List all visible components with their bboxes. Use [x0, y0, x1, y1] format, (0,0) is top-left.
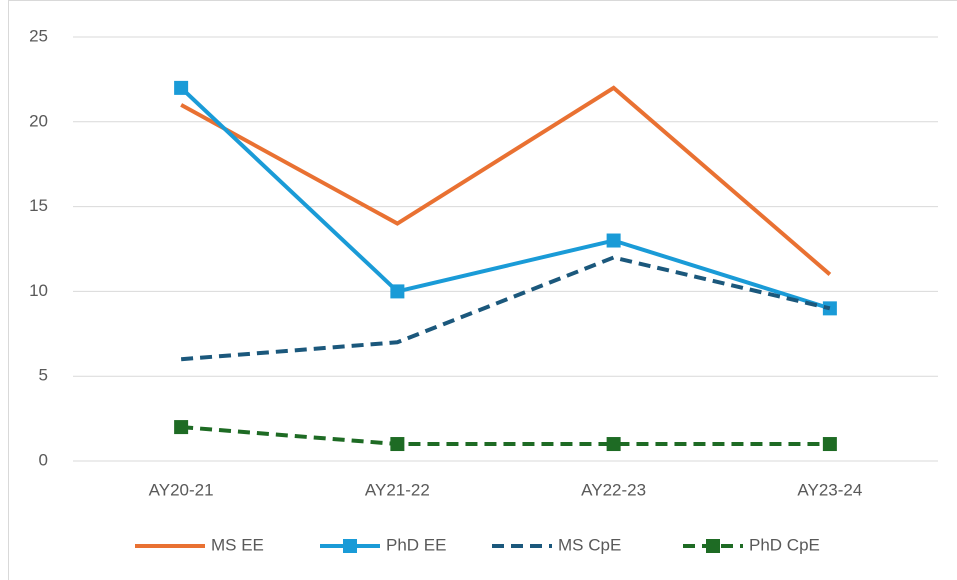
series-marker	[390, 437, 405, 452]
x-tick-label: AY22-23	[581, 480, 646, 499]
legend-marker	[706, 539, 720, 553]
legend-marker	[343, 539, 357, 553]
legend-label: MS CpE	[558, 535, 621, 554]
y-tick-label: 25	[29, 26, 48, 45]
x-tick-label: AY21-22	[365, 480, 430, 499]
legend-label: MS EE	[211, 535, 264, 554]
chart-frame	[8, 0, 957, 580]
series-line	[180, 425, 830, 447]
y-tick-label: 10	[29, 281, 48, 300]
series-marker	[174, 420, 189, 435]
y-tick-label: 20	[29, 111, 48, 130]
series-marker	[174, 80, 189, 95]
y-tick-label: 15	[29, 196, 48, 215]
y-tick-label: 0	[39, 450, 48, 469]
series-marker	[390, 284, 405, 299]
series-line	[179, 86, 831, 311]
y-tick-label: 5	[39, 366, 48, 385]
x-tick-label: AY20-21	[149, 480, 214, 499]
series-marker	[822, 437, 837, 452]
series-marker	[606, 233, 621, 248]
legend-label: PhD CpE	[749, 535, 820, 554]
x-tick-label: AY23-24	[797, 480, 862, 499]
series-line	[180, 85, 832, 276]
series-marker	[606, 437, 621, 452]
legend-label: PhD EE	[386, 535, 446, 554]
series-line	[180, 255, 831, 362]
